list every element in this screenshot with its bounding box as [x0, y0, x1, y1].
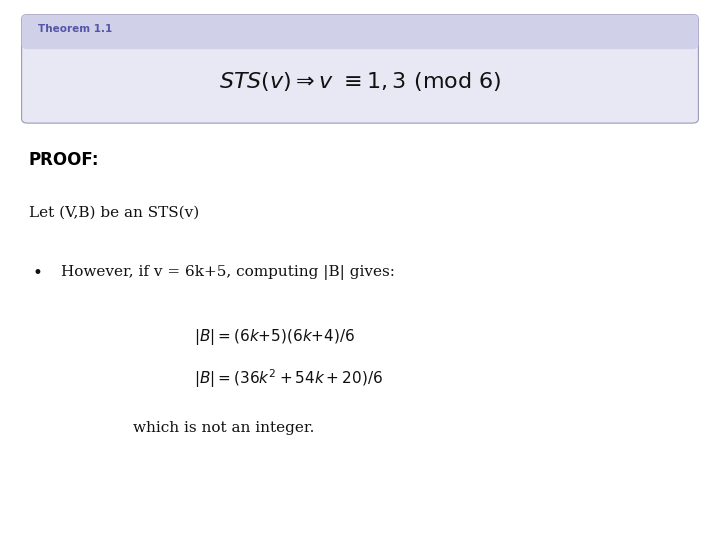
Text: Let (V,B) be an STS(v): Let (V,B) be an STS(v)	[29, 205, 199, 219]
Text: $\mathit{STS(v)} \Rightarrow v\ \equiv 1, 3\ (\mathrm{mod}\ 6)$: $\mathit{STS(v)} \Rightarrow v\ \equiv 1…	[219, 70, 501, 93]
FancyBboxPatch shape	[22, 15, 698, 49]
Text: However, if v = 6k+5, computing |B| gives:: However, if v = 6k+5, computing |B| give…	[61, 265, 395, 280]
Bar	[33, 29, 687, 45]
Text: which is not an integer.: which is not an integer.	[133, 421, 315, 435]
Text: Theorem 1.1: Theorem 1.1	[38, 24, 112, 35]
Text: PROOF:: PROOF:	[29, 151, 99, 169]
FancyBboxPatch shape	[22, 15, 698, 123]
Text: $|B| = (6k{+}5)(6k{+}4)/6$: $|B| = (6k{+}5)(6k{+}4)/6$	[194, 327, 356, 347]
Text: •: •	[32, 265, 42, 281]
Text: $|B| = (36k^2 + 54k + 20)/6$: $|B| = (36k^2 + 54k + 20)/6$	[194, 367, 383, 390]
